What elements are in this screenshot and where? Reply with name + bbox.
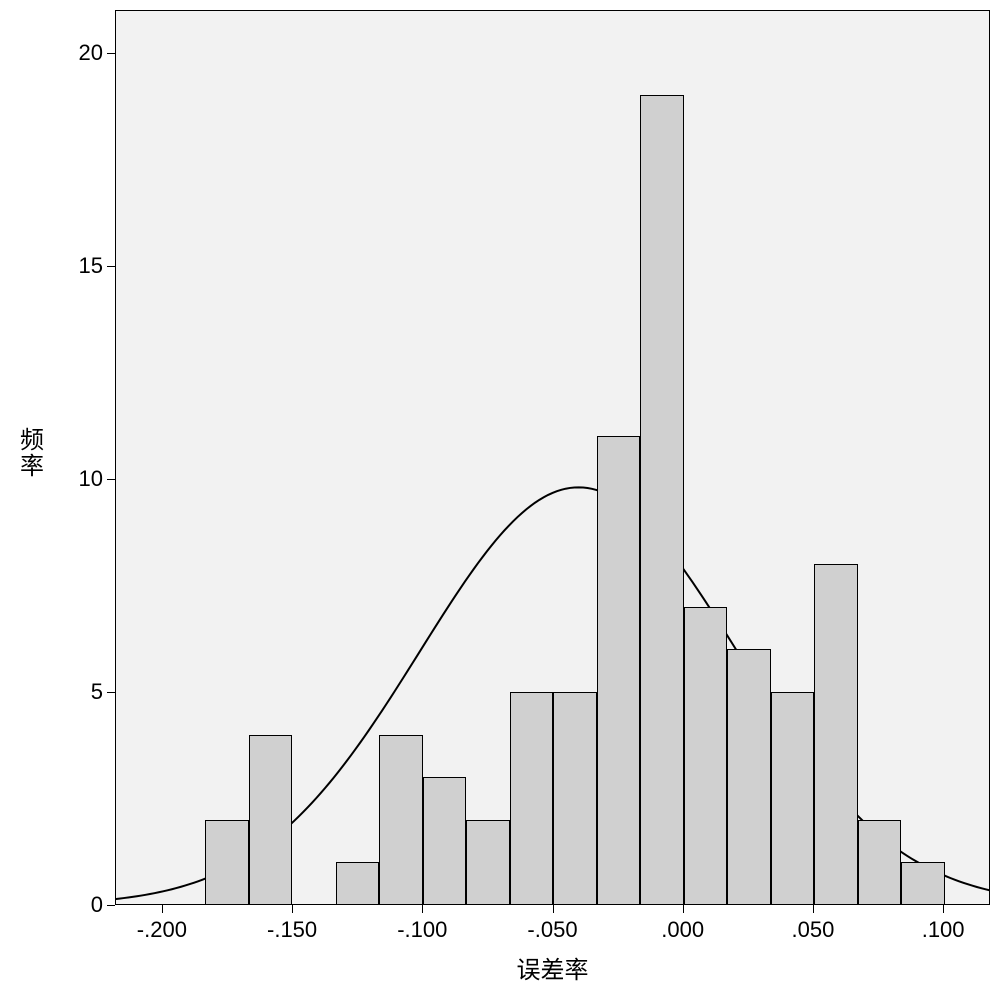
- histogram-bar: [814, 564, 857, 905]
- x-tick-label: .100: [903, 917, 983, 943]
- x-tick-mark: [553, 905, 554, 913]
- x-axis-label: 误差率: [503, 950, 603, 985]
- histogram-bar: [423, 777, 466, 905]
- x-tick-label: .050: [773, 917, 853, 943]
- histogram-bar: [510, 692, 553, 905]
- x-tick-label: -.050: [513, 917, 593, 943]
- x-tick-label: -.100: [382, 917, 462, 943]
- histogram-bar: [727, 649, 770, 905]
- x-tick-mark: [162, 905, 163, 913]
- y-tick-mark: [107, 479, 115, 480]
- histogram-bar: [466, 820, 509, 905]
- y-tick-label: 10: [55, 466, 103, 492]
- histogram-bar: [205, 820, 248, 905]
- histogram-bar: [336, 862, 379, 905]
- x-tick-mark: [943, 905, 944, 913]
- x-tick-label: .000: [643, 917, 723, 943]
- y-tick-label: 20: [55, 40, 103, 66]
- histogram-bar: [901, 862, 944, 905]
- y-tick-label: 15: [55, 253, 103, 279]
- histogram-chart: 频率 误差率 0 5 10 15 20 -.200 -.150 -.100 -.050 .000.…: [0, 0, 998, 1000]
- y-tick-mark: [107, 266, 115, 267]
- histogram-bar: [249, 735, 292, 905]
- y-tick-mark: [107, 53, 115, 54]
- y-tick-mark: [107, 692, 115, 693]
- x-tick-mark: [422, 905, 423, 913]
- x-tick-label: -.200: [122, 917, 202, 943]
- histogram-bar: [640, 95, 683, 905]
- histogram-bar: [771, 692, 814, 905]
- histogram-bar: [597, 436, 640, 905]
- x-tick-mark: [813, 905, 814, 913]
- histogram-bar: [684, 607, 727, 905]
- histogram-bar: [858, 820, 901, 905]
- histogram-bar: [553, 692, 596, 905]
- y-tick-mark: [107, 905, 115, 906]
- y-axis-label: 频率: [20, 428, 44, 481]
- histogram-bar: [379, 735, 422, 905]
- y-tick-label: 0: [55, 892, 103, 918]
- y-tick-label: 5: [55, 679, 103, 705]
- x-tick-mark: [292, 905, 293, 913]
- x-tick-label: -.150: [252, 917, 332, 943]
- x-tick-mark: [683, 905, 684, 913]
